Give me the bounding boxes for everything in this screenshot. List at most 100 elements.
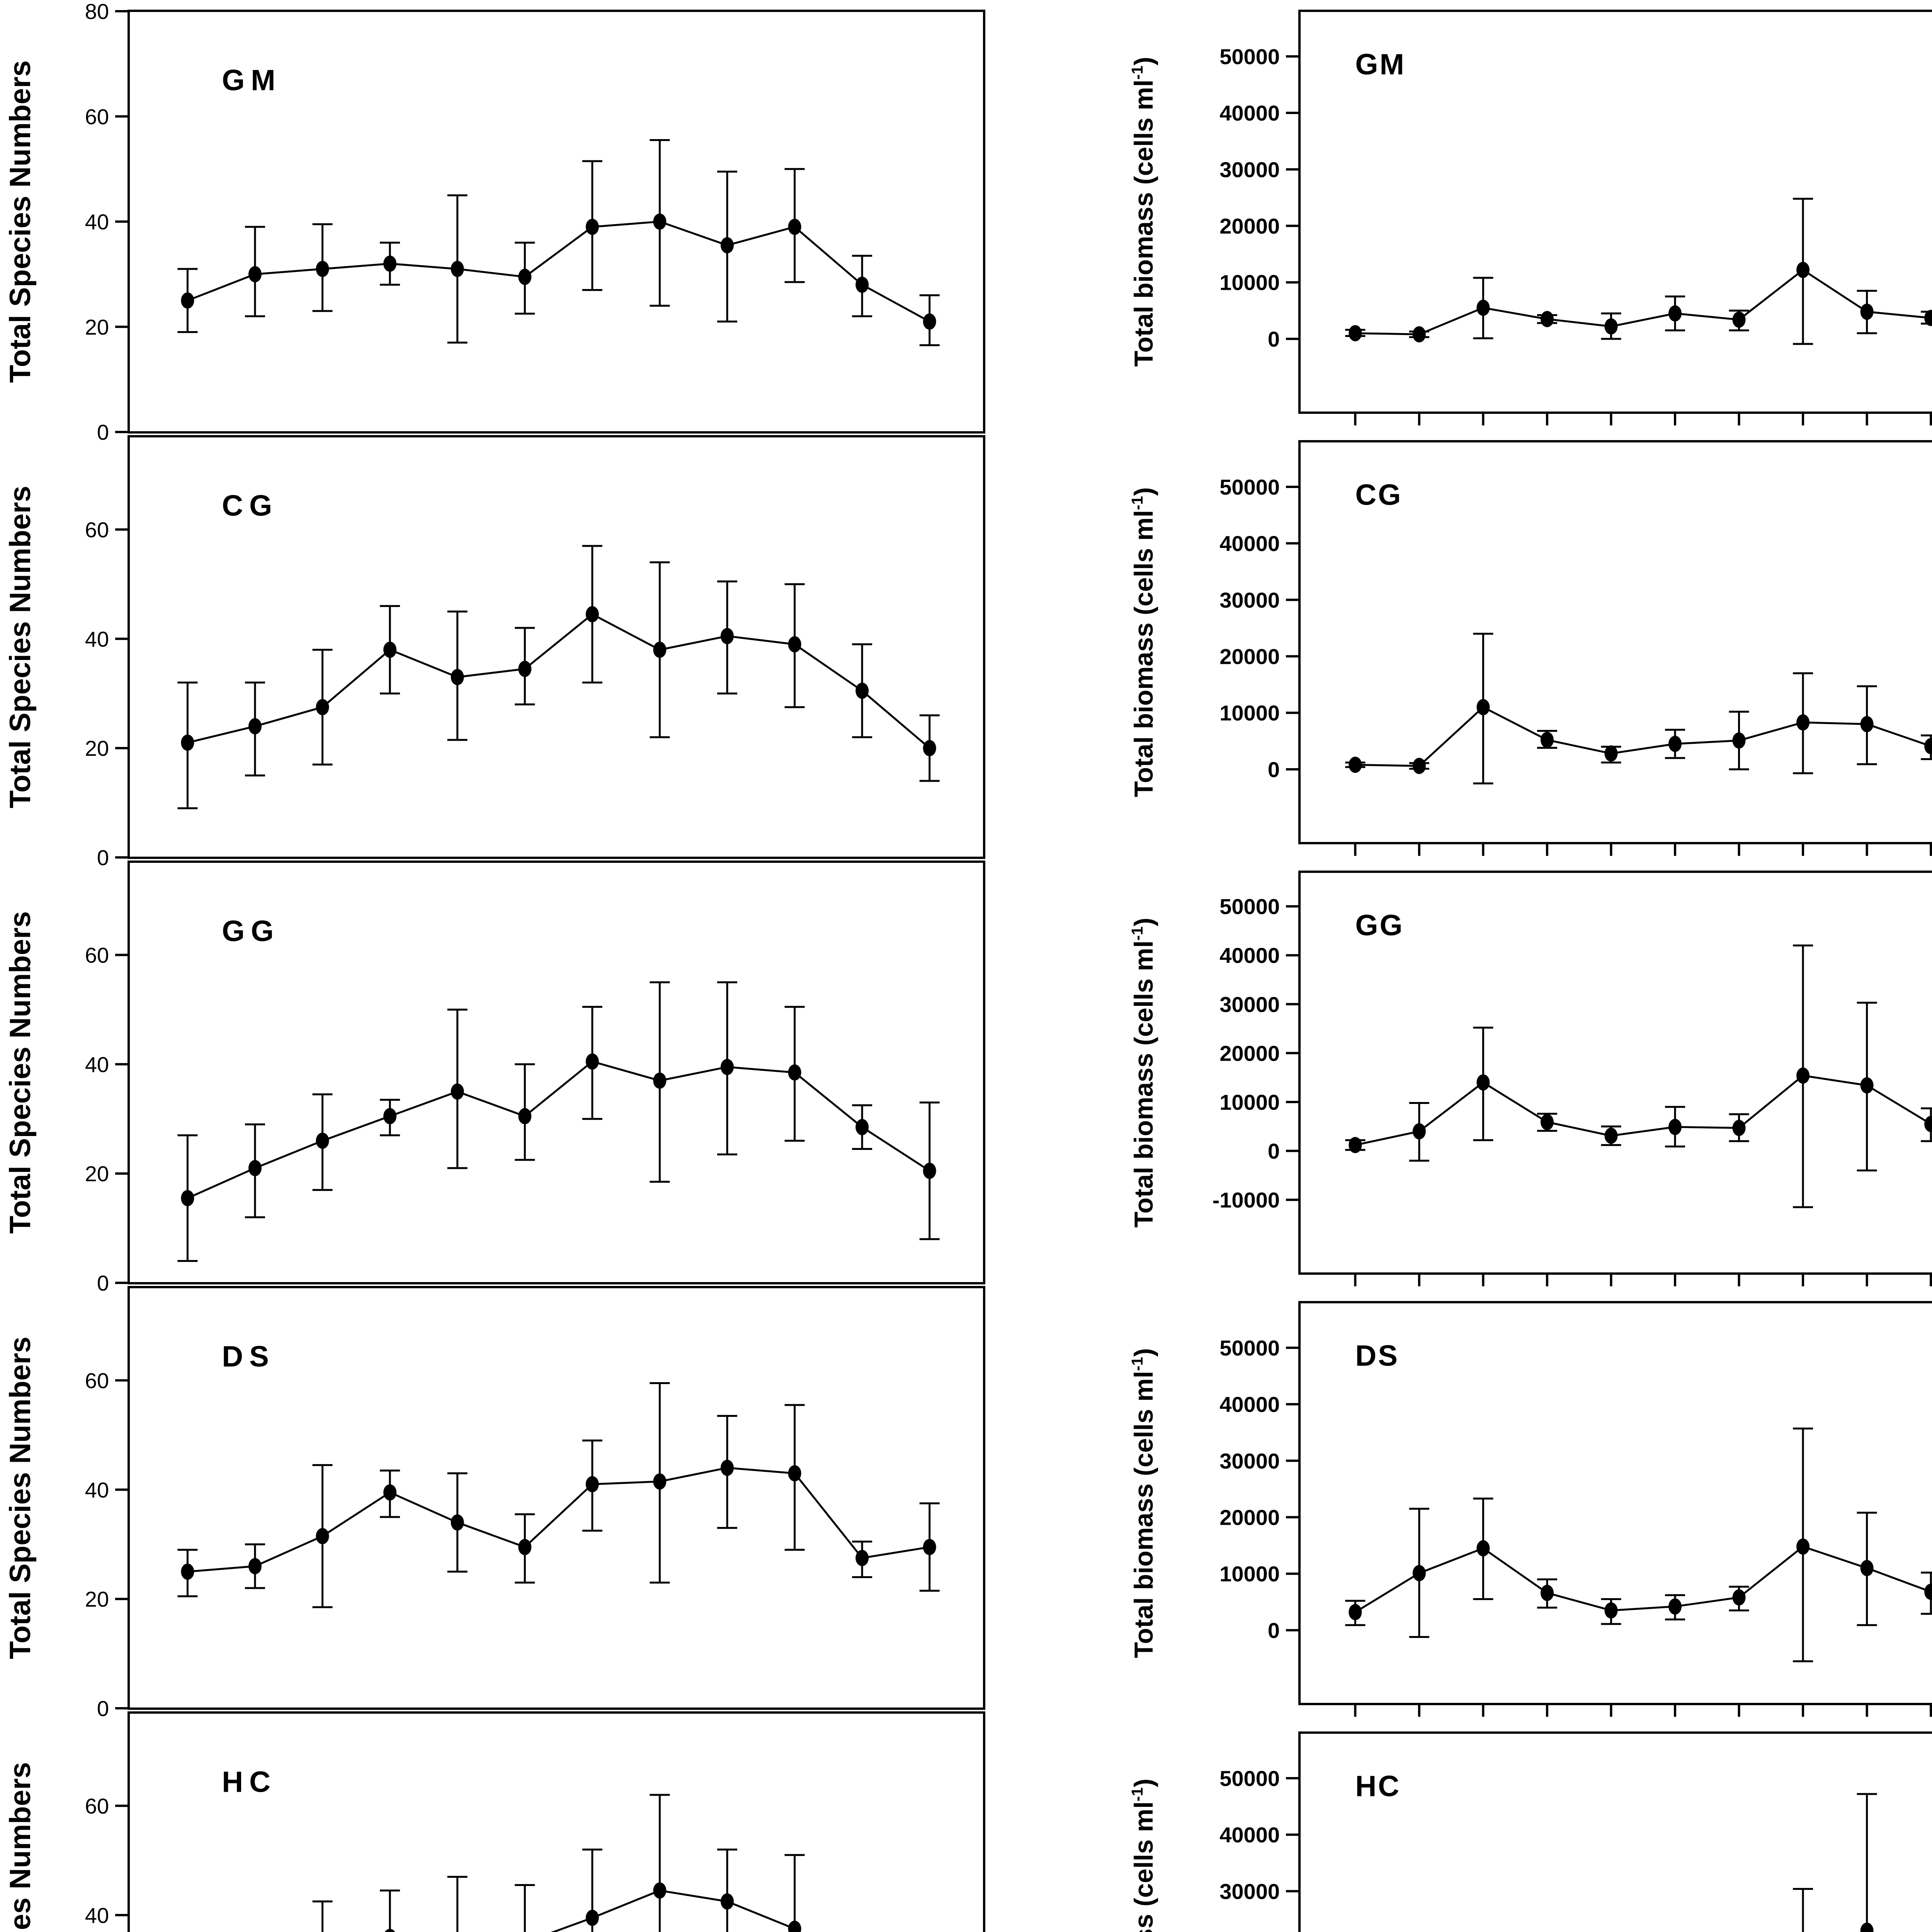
column-species-numbers: Total Species Numbers 0 20 40 60 80 GM Total Sp…: [4, 0, 985, 1932]
data-point-Oct: [1924, 1583, 1932, 1600]
data-point-Sep: [1860, 1560, 1874, 1577]
panel-label: GG: [1355, 909, 1404, 942]
y-tick-label: 0: [1268, 1618, 1280, 1643]
data-point-Aug: [1796, 1067, 1810, 1084]
y-tick-label: 10000: [1219, 1562, 1280, 1586]
y-tick-label: 80: [85, 0, 109, 24]
data-point-May: [451, 1514, 464, 1531]
data-point-Sep: [1860, 716, 1874, 732]
series-line: [551, 1889, 799, 1932]
y-tick-label: 40000: [1219, 943, 1280, 968]
data-point-Oct: [788, 1920, 801, 1932]
data-point-Mar: [1476, 1540, 1490, 1556]
y-tick-label: 30000: [1219, 588, 1280, 612]
y-tick-label: 50000: [1219, 895, 1280, 919]
data-point-Jun: [518, 1108, 532, 1124]
y-axis-title: Total Species Numbers: [4, 911, 37, 1234]
data-point-Mar: [1476, 1074, 1490, 1091]
data-point-Jan: [1349, 1137, 1362, 1153]
y-axis-title: Total Species Numbers: [4, 60, 37, 383]
data-point-Jan: [181, 735, 194, 751]
y-axis-title: Total biomass (cells ml-1): [1128, 1779, 1158, 1932]
y-tick-label: 20000: [1219, 645, 1280, 669]
data-point-Aug: [653, 1882, 667, 1899]
data-point-Jul: [585, 1476, 599, 1493]
data-point-Jul: [1732, 732, 1746, 749]
y-tick-label: 40: [85, 1903, 109, 1927]
y-tick-label: 40000: [1219, 531, 1280, 556]
data-point-Nov: [855, 682, 869, 699]
data-point-Sep: [720, 237, 734, 253]
data-point-May: [451, 261, 464, 277]
data-point-Jul: [585, 219, 599, 235]
data-point-Mar: [1476, 299, 1490, 316]
data-point-Jun: [518, 1539, 532, 1555]
data-point-Aug: [653, 213, 667, 230]
plot-border: [128, 1286, 985, 1710]
panel-label: DS: [1355, 1339, 1399, 1372]
panel-a-cg-chart: Total Species Numbers 0 20 40 60 CG: [4, 435, 985, 870]
y-tick-label: 60: [85, 517, 109, 542]
data-point-Mar: [316, 1133, 329, 1149]
data-point-Mar: [1476, 699, 1490, 716]
data-point-Jan: [181, 1563, 194, 1580]
y-tick-label: 20: [85, 1162, 109, 1186]
y-axis-title: Total Species Numbers: [4, 1762, 37, 1932]
y-tick-label: 20000: [1219, 214, 1280, 238]
data-point-Jan: [181, 1190, 194, 1206]
data-point-Jun: [518, 661, 532, 677]
series-line: [187, 1467, 930, 1573]
y-tick-label: 0: [97, 845, 109, 870]
data-point-Aug: [653, 1473, 667, 1490]
y-axis-title: Total biomass (cells ml-1): [1128, 918, 1158, 1228]
data-point-Mar: [316, 261, 329, 277]
data-point-Aug: [1796, 1538, 1810, 1555]
column-total-biomass: Total biomass (cells ml-1) 0 10000 20000 300…: [1065, 0, 1932, 1932]
plot-border: [128, 1711, 985, 1932]
panel-a-ds-chart: Total Species Numbers 0 20 40 60 DS: [4, 1286, 985, 1721]
series-line: [1355, 1074, 1932, 1146]
data-point-Apr: [1540, 311, 1554, 327]
data-point-Aug: [1796, 262, 1810, 278]
data-point-Jul: [585, 1910, 599, 1926]
data-point-Jun: [1668, 1119, 1682, 1135]
panel-label: HC: [1355, 1770, 1401, 1803]
data-point-Feb: [1412, 326, 1426, 343]
data-point-May: [1604, 318, 1618, 335]
y-tick-label: 50000: [1219, 44, 1280, 69]
data-point-May: [1604, 745, 1618, 762]
y-tick-label: 20000: [1219, 1041, 1280, 1065]
data-point-Dec: [923, 313, 936, 330]
data-point-Jul: [1732, 311, 1746, 328]
y-axis-title: Total Species Numbers: [4, 1337, 37, 1659]
plot-border: [128, 861, 985, 1284]
data-point-Apr: [384, 1929, 395, 1932]
panel-label: CG: [222, 489, 278, 522]
data-point-Sep: [1860, 1077, 1874, 1094]
data-point-Sep: [720, 1893, 734, 1910]
y-tick-label: 40: [85, 1478, 109, 1502]
y-tick-label: 50000: [1219, 1336, 1280, 1360]
y-tick-label: 30000: [1219, 1879, 1280, 1903]
y-tick-label: 20: [85, 315, 109, 339]
y-axis-title: Total biomass (cells ml-1): [1128, 57, 1158, 367]
y-tick-label: 50000: [1219, 1766, 1280, 1791]
data-point-Feb: [1412, 758, 1426, 774]
y-tick-label: 40000: [1219, 1823, 1280, 1847]
y-tick-label: 10000: [1219, 270, 1280, 295]
data-point-Jan: [181, 292, 194, 309]
y-tick-label: 40: [85, 1052, 109, 1077]
data-point-Oct: [788, 219, 801, 235]
data-point-Feb: [1412, 1123, 1426, 1139]
data-point-Jul: [585, 606, 599, 622]
data-point-Apr: [1540, 731, 1554, 748]
panel-label: GG: [222, 915, 280, 947]
data-point-Oct: [1924, 1116, 1932, 1132]
y-tick-label: -10000: [1213, 1188, 1280, 1212]
data-point-Jul: [1732, 1589, 1746, 1606]
data-point-Nov: [855, 276, 869, 293]
y-tick-label: 30000: [1219, 157, 1280, 182]
data-point-Jun: [1668, 1598, 1682, 1615]
data-point-Feb: [1412, 1565, 1426, 1582]
